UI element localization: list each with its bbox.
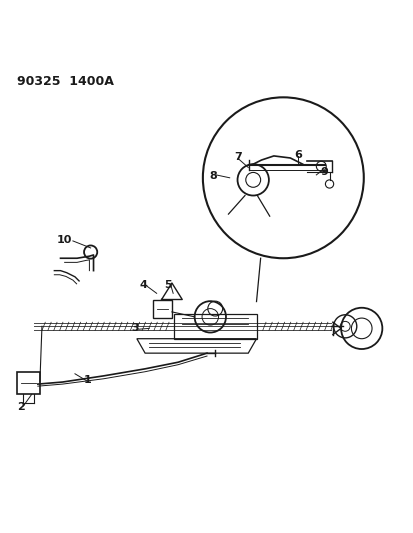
- Text: 7: 7: [233, 152, 241, 162]
- Text: 9: 9: [320, 167, 328, 176]
- Text: 2: 2: [17, 402, 25, 412]
- Text: 90325  1400A: 90325 1400A: [17, 75, 114, 87]
- Text: 10: 10: [57, 235, 72, 245]
- Text: 4: 4: [139, 280, 147, 290]
- Text: 3: 3: [131, 324, 138, 334]
- Text: 8: 8: [209, 171, 216, 181]
- Text: 5: 5: [164, 280, 171, 290]
- Text: 6: 6: [293, 150, 301, 160]
- Text: 1: 1: [83, 375, 91, 385]
